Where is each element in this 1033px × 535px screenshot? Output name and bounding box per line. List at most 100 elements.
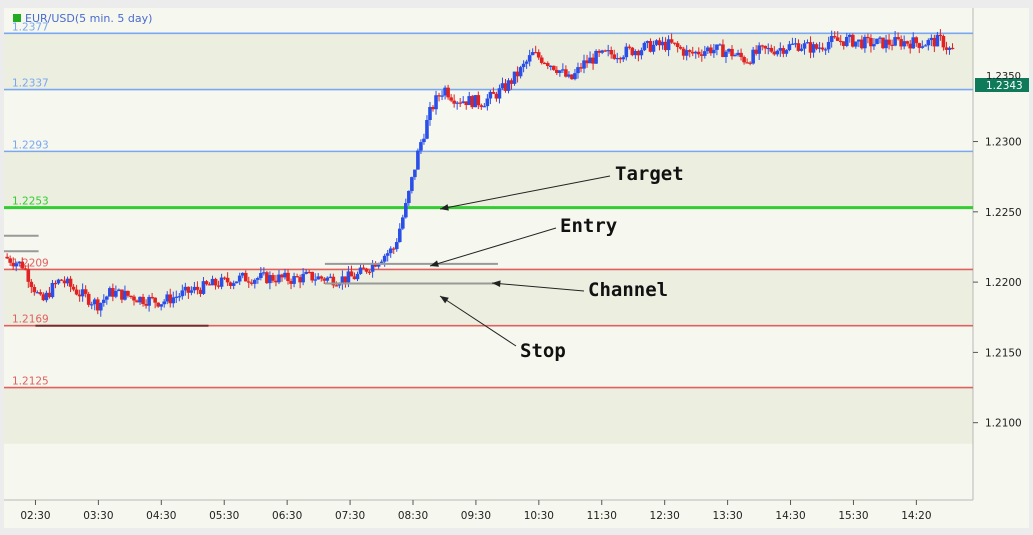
candle-body — [114, 291, 118, 297]
candle-body — [222, 277, 227, 279]
candle-body — [132, 296, 136, 301]
last-price-tag — [975, 78, 1029, 92]
candle-body — [890, 44, 894, 46]
arrow-stop-shaft — [439, 295, 517, 347]
candle-body — [808, 42, 813, 53]
candle-body — [240, 272, 245, 276]
candle-body — [548, 65, 553, 68]
candle-body — [53, 282, 58, 285]
candle-body — [494, 93, 499, 99]
candle-body — [174, 296, 179, 298]
candle-body — [488, 91, 493, 99]
channel-markers — [4, 234, 498, 327]
candle-body — [878, 37, 882, 39]
candle-body — [693, 51, 698, 54]
candle-body — [361, 267, 366, 269]
candle-body — [337, 284, 342, 286]
candle-body — [757, 45, 761, 54]
candle-body — [893, 37, 897, 46]
candle-body — [373, 263, 378, 267]
candle-body — [636, 50, 641, 56]
candle-body — [458, 102, 462, 104]
candle-body — [654, 40, 659, 45]
candle-body — [527, 55, 532, 62]
x-tick-label: 08:30 — [398, 510, 428, 522]
candle-body — [71, 286, 76, 290]
candle-body — [74, 289, 79, 295]
candle-body — [452, 100, 456, 104]
x-axis-ticks: 02:30 03:30 04:30 05:30 06:30 07:30 08:30 09:30… — [20, 500, 932, 522]
candle-body — [733, 55, 737, 57]
candle-body — [231, 283, 236, 286]
candle-body — [506, 80, 511, 91]
candle-body — [364, 268, 369, 272]
candle-body — [539, 57, 544, 63]
candle-body — [473, 95, 478, 108]
candle-body — [98, 302, 103, 311]
y-tick-label: 1.2150 — [985, 347, 1022, 359]
candle-body — [775, 50, 780, 55]
candle-body — [847, 34, 852, 37]
annotation-entry: Entry — [560, 215, 617, 237]
y-axis-ticks: 1.2100 1.2150 1.2200 1.2250 1.2300 — [973, 137, 1022, 430]
candle-body — [844, 36, 849, 46]
candle-body — [249, 282, 254, 284]
background-band — [4, 387, 973, 444]
candle-body — [50, 282, 55, 298]
candle-body — [177, 296, 182, 298]
candle-body — [869, 37, 873, 47]
candle-body — [62, 280, 67, 284]
candle-body — [322, 278, 327, 281]
candle-body — [195, 286, 200, 290]
candle-body — [253, 279, 257, 284]
chart-title: EUR/USD(5 min. 5 day) — [25, 12, 152, 25]
candle-body — [313, 279, 318, 281]
candle-body — [29, 281, 34, 287]
legend-square — [13, 14, 21, 22]
candle-body — [289, 280, 293, 284]
candle-body — [545, 63, 550, 66]
x-tick-label: 04:30 — [146, 510, 176, 522]
candle-body — [854, 41, 858, 47]
candle-body — [887, 39, 891, 45]
candle-body — [781, 48, 786, 54]
candle-body — [835, 37, 840, 41]
candle-body — [105, 296, 109, 300]
candle-body — [760, 45, 765, 47]
candle-body — [793, 43, 798, 45]
candle-body — [669, 39, 674, 43]
candle-body — [283, 272, 287, 278]
candle-body — [319, 276, 324, 279]
candle-body — [5, 256, 9, 259]
x-tick-label: 07:30 — [335, 510, 365, 522]
annotation-channel: Channel — [588, 279, 668, 301]
candle-body — [863, 36, 867, 49]
candle-body — [687, 50, 692, 52]
candle-body — [621, 57, 626, 60]
candle-body — [730, 48, 734, 57]
candle-body — [141, 296, 145, 305]
candle-body — [660, 41, 665, 46]
candle-body — [482, 106, 487, 108]
candle-body — [77, 294, 82, 297]
candle-body — [410, 177, 414, 191]
candle-body — [440, 95, 444, 97]
x-tick-label: 15:30 — [838, 510, 868, 522]
candle-body — [425, 119, 429, 139]
candle-body — [225, 277, 230, 283]
annotation-stop: Stop — [520, 340, 566, 362]
candle-body — [328, 276, 333, 278]
arrow-entry-shaft — [429, 227, 557, 267]
candle-body — [684, 50, 689, 56]
candle-body — [832, 35, 837, 38]
candle-body — [748, 62, 752, 64]
candle-body — [443, 87, 447, 96]
candle-body — [376, 263, 381, 267]
candle-body — [721, 44, 725, 58]
candle-body — [627, 46, 632, 48]
candle-body — [268, 275, 272, 284]
y-tick-label: 1.2300 — [985, 137, 1022, 149]
candle-body — [419, 142, 423, 151]
candle-body — [769, 47, 774, 52]
